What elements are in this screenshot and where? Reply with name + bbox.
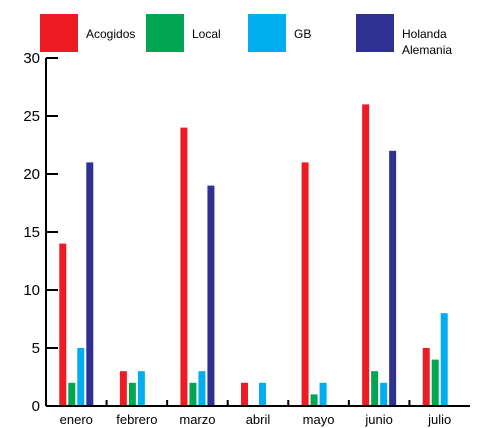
x-tick-label: mayo: [303, 412, 335, 427]
y-tick-label: 20: [23, 166, 40, 183]
bar: [310, 394, 318, 406]
bar: [77, 348, 85, 406]
x-tick-label: abril: [246, 412, 271, 427]
bar: [119, 371, 127, 406]
x-tick-label: marzo: [179, 412, 215, 427]
bar: [189, 382, 197, 406]
bar: [241, 382, 248, 406]
bar: [362, 104, 370, 407]
legend-label-holanda-alemania: Holanda Alemania: [402, 27, 453, 57]
bar: [128, 382, 136, 406]
bar: [68, 382, 76, 406]
bar: [380, 382, 388, 406]
legend-swatch-acogidos: [40, 14, 78, 52]
bar: [180, 127, 188, 406]
bar: [137, 371, 145, 406]
bar: [86, 162, 94, 406]
bar: [422, 348, 430, 406]
y-tick-label: 30: [23, 50, 40, 67]
bar: [440, 313, 448, 406]
legend-label-local: Local: [192, 27, 221, 41]
bar: [59, 243, 67, 406]
bars: [59, 104, 448, 407]
y-tick-label: 0: [32, 398, 40, 415]
bar: [371, 371, 379, 406]
x-tick-label: julio: [427, 412, 451, 427]
bar: [431, 359, 439, 406]
y-axis: 0 5 10 15 20 25 30: [23, 50, 58, 415]
legend-swatch-gb: [248, 14, 286, 52]
y-tick-label: 25: [23, 108, 40, 125]
legend-swatch-local: [146, 14, 184, 52]
legend-swatch-holanda-alemania: [356, 14, 394, 52]
bar: [319, 382, 327, 406]
y-tick-label: 5: [32, 340, 40, 357]
legend: Acogidos Local GB Holanda Alemania: [0, 10, 478, 65]
x-tick-label: junio: [364, 412, 392, 427]
bar: [259, 382, 266, 406]
legend-label-acogidos: Acogidos: [86, 27, 136, 41]
y-tick-label: 15: [23, 224, 40, 241]
bar: [198, 371, 206, 406]
bar: [207, 185, 215, 406]
x-tick-label: febrero: [116, 412, 157, 427]
bar: [389, 150, 397, 406]
bar: [301, 162, 309, 406]
x-tick-label: enero: [60, 412, 93, 427]
x-axis: enero febrero marzo abril mayo junio julio: [46, 400, 470, 427]
y-tick-label: 10: [23, 282, 40, 299]
legend-label-gb: GB: [294, 27, 312, 41]
